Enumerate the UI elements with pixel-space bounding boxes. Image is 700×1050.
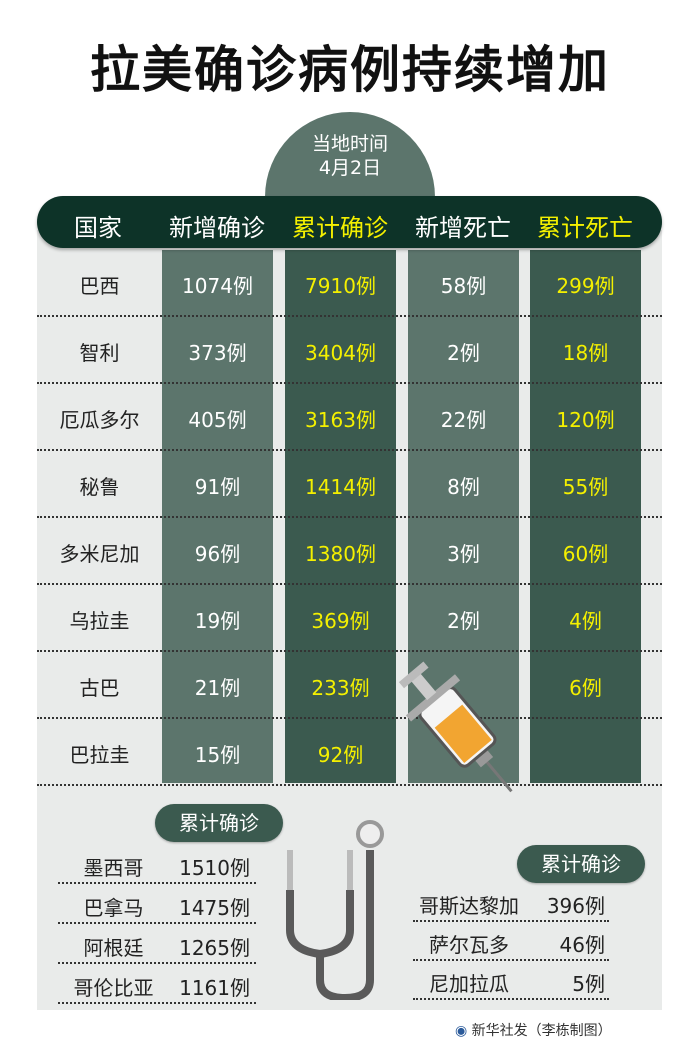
list-value: 46例 (559, 933, 605, 957)
table-row: 古巴 21例 233例 6例 (37, 652, 662, 719)
list-country: 尼加拉瓜 (429, 972, 509, 996)
xinhua-logo-icon: ◉ (455, 1023, 468, 1039)
header-country: 国家 (74, 214, 122, 242)
list-country: 哥斯达黎加 (419, 894, 519, 918)
list-value: 396例 (546, 894, 605, 918)
country-name: 巴西 (79, 274, 120, 298)
credit: ◉ 新华社发（李栋制图） (455, 1020, 612, 1040)
cell-total-cases: 369例 (311, 609, 370, 633)
cell-new-cases: 373例 (188, 341, 247, 365)
list-item: 尼加拉瓜 5例 (413, 962, 609, 1000)
cell-total-deaths: 6例 (569, 676, 602, 700)
table-header: 国家 新增确诊 累计确诊 新增死亡 累计死亡 (37, 196, 662, 248)
country-name: 古巴 (79, 676, 120, 700)
table-row: 巴拉圭 15例 92例 (37, 719, 662, 786)
list-value: 1475例 (179, 896, 250, 920)
date-badge-line2: 4月2日 (318, 157, 382, 179)
table-row: 乌拉圭 19例 369例 2例 4例 (37, 585, 662, 652)
cell-total-cases: 92例 (317, 743, 364, 767)
right-list-label: 累计确诊 (517, 845, 645, 883)
cell-total-cases: 1380例 (305, 542, 376, 566)
cell-total-deaths: 120例 (556, 408, 615, 432)
cell-new-cases: 1074例 (182, 274, 253, 298)
table-row: 厄瓜多尔 405例 3163例 22例 120例 (37, 384, 662, 451)
cell-total-deaths: 18例 (562, 341, 609, 365)
cell-new-cases: 91例 (194, 475, 241, 499)
cell-new-deaths: 3例 (447, 542, 480, 566)
cell-total-deaths: 55例 (562, 475, 609, 499)
list-value: 1161例 (179, 976, 250, 1000)
cell-total-cases: 7910例 (305, 274, 376, 298)
header-total-deaths: 累计死亡 (537, 214, 633, 242)
cell-new-cases: 96例 (194, 542, 241, 566)
cell-total-cases: 3404例 (305, 341, 376, 365)
cell-new-cases: 19例 (194, 609, 241, 633)
cell-new-deaths: 2例 (447, 609, 480, 633)
cell-new-deaths: 2例 (447, 341, 480, 365)
list-item: 哥伦比亚 1161例 (58, 966, 256, 1004)
cell-new-cases: 21例 (194, 676, 241, 700)
list-item: 巴拿马 1475例 (58, 886, 256, 924)
list-value: 1265例 (179, 936, 250, 960)
list-country: 巴拿马 (83, 896, 144, 920)
list-value: 5例 (572, 972, 605, 996)
header-new-cases: 新增确诊 (169, 214, 265, 242)
list-country: 墨西哥 (83, 856, 144, 880)
cell-new-deaths: 58例 (440, 274, 487, 298)
list-country: 萨尔瓦多 (429, 933, 509, 957)
cell-total-deaths: 4例 (569, 609, 602, 633)
cell-new-cases: 405例 (188, 408, 247, 432)
credit-text: 新华社发（李栋制图） (471, 1023, 612, 1039)
header-new-deaths: 新增死亡 (415, 214, 511, 242)
country-name: 智利 (79, 341, 120, 365)
list-item: 阿根廷 1265例 (58, 926, 256, 964)
syringe-icon (398, 661, 513, 793)
country-name: 乌拉圭 (69, 609, 130, 633)
left-list-label: 累计确诊 (155, 804, 283, 842)
country-name: 秘鲁 (79, 475, 120, 499)
list-country: 阿根廷 (83, 936, 144, 960)
cell-total-deaths: 299例 (556, 274, 615, 298)
list-item: 墨西哥 1510例 (58, 846, 256, 884)
header-total-cases: 累计确诊 (292, 214, 388, 242)
cell-new-cases: 15例 (194, 743, 241, 767)
list-country: 哥伦比亚 (73, 976, 154, 1000)
date-badge-line1: 当地时间 (311, 133, 388, 155)
stethoscope-icon (286, 820, 384, 1000)
cell-new-deaths: 22例 (440, 408, 487, 432)
list-item: 哥斯达黎加 396例 (413, 884, 609, 922)
cell-new-deaths: 8例 (447, 475, 480, 499)
table-row: 智利 373例 3404例 2例 18例 (37, 317, 662, 384)
table-row: 巴西 1074例 7910例 58例 299例 (37, 250, 662, 317)
list-value: 1510例 (179, 856, 250, 880)
cell-total-deaths: 60例 (562, 542, 609, 566)
table-row: 秘鲁 91例 1414例 8例 55例 (37, 451, 662, 518)
cell-total-cases: 233例 (311, 676, 370, 700)
page-title: 拉美确诊病例持续增加 (90, 41, 610, 99)
country-name: 厄瓜多尔 (59, 408, 140, 432)
cell-total-cases: 1414例 (305, 475, 376, 499)
cell-total-cases: 3163例 (305, 408, 376, 432)
country-name: 巴拉圭 (69, 743, 130, 767)
list-item: 萨尔瓦多 46例 (413, 923, 609, 961)
country-name: 多米尼加 (59, 542, 140, 566)
table-row: 多米尼加 96例 1380例 3例 60例 (37, 518, 662, 585)
